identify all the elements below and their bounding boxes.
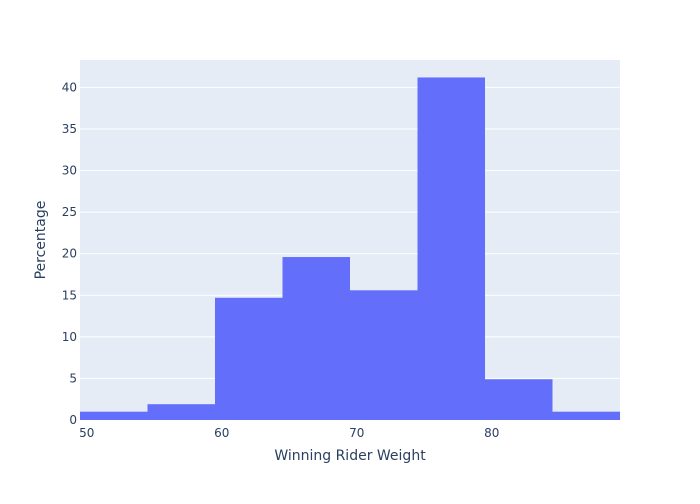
y-tick-label: 40	[62, 80, 77, 94]
bars	[80, 77, 620, 420]
y-tick-label: 5	[69, 371, 77, 385]
histogram-bar	[147, 404, 215, 420]
y-tick-label: 25	[62, 205, 77, 219]
y-tick-label: 30	[62, 164, 77, 178]
y-axis-ticks: 0 5 10 15 20 25 30 35 40	[62, 80, 77, 427]
y-tick-label: 15	[62, 288, 77, 302]
histogram-bar	[485, 379, 553, 420]
x-axis-title: Winning Rider Weight	[274, 448, 426, 464]
histogram-bar	[282, 257, 350, 420]
histogram-bar	[552, 411, 620, 420]
histogram-bar	[350, 290, 418, 420]
histogram-bar	[417, 77, 485, 420]
x-tick-label: 60	[214, 426, 229, 440]
y-tick-label: 10	[62, 330, 77, 344]
y-tick-label: 0	[69, 413, 77, 427]
x-tick-label: 70	[349, 426, 364, 440]
histogram-bar	[215, 297, 283, 420]
x-tick-label: 80	[484, 426, 499, 440]
y-axis-title: Percentage	[33, 201, 49, 280]
y-tick-label: 20	[62, 247, 77, 261]
histogram-bar	[80, 411, 148, 420]
x-tick-label: 50	[79, 426, 94, 440]
x-axis-ticks: 50 60 70 80	[79, 426, 499, 440]
y-tick-label: 35	[62, 122, 77, 136]
